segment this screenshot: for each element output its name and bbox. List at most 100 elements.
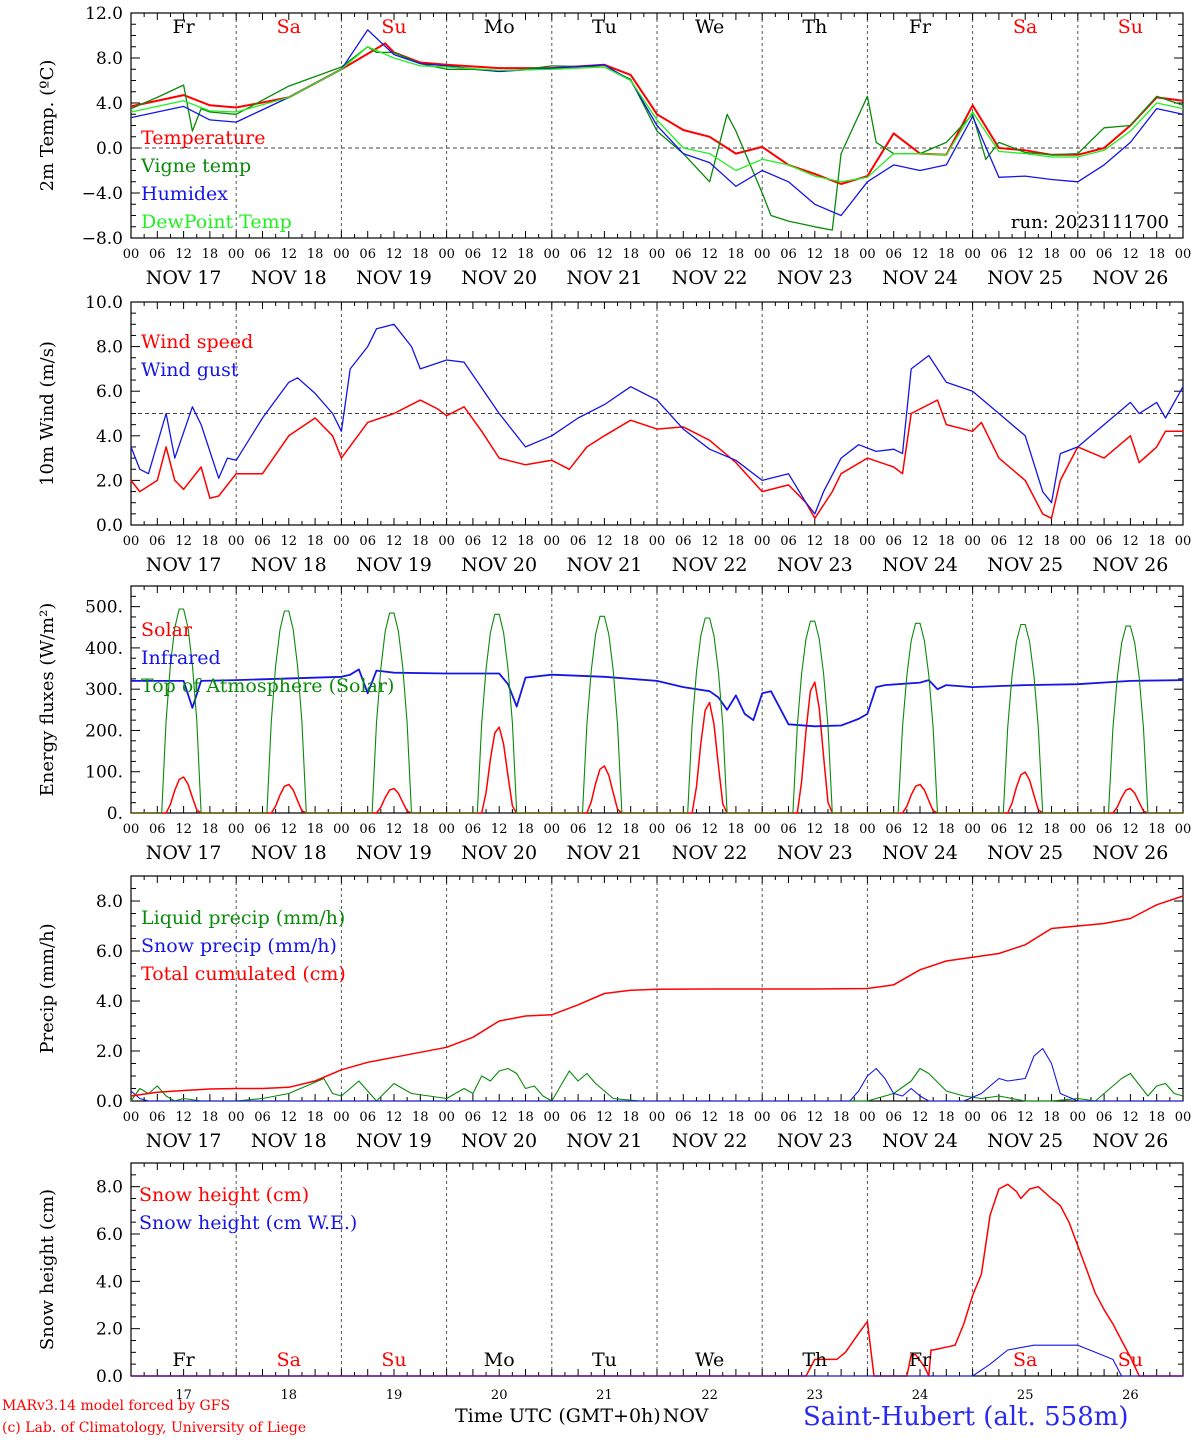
date-label: NOV 17 <box>146 1130 222 1152</box>
date-label: NOV 18 <box>251 267 327 289</box>
y-tick-label: 8.0 <box>96 1178 123 1198</box>
day-abbr: Sa <box>277 16 301 38</box>
hour-tick-label: 06 <box>465 247 482 262</box>
legend-item: Wind speed <box>141 331 253 353</box>
y-axis-label: Snow height (cm) <box>37 1189 58 1350</box>
station-title: Saint-Hubert (alt. 558m) <box>803 1402 1129 1432</box>
y-tick-label: 6.0 <box>96 942 123 962</box>
day-abbr: Mo <box>484 16 515 38</box>
date-label: NOV 18 <box>251 1130 327 1152</box>
hour-tick-label: 18 <box>307 534 324 549</box>
y-tick-label: 0.0 <box>96 1367 123 1387</box>
y-tick-label: 10.0 <box>85 293 123 313</box>
hour-tick-label: 12 <box>1122 247 1139 262</box>
lab-credit: (c) Lab. of Climatology, University of L… <box>2 1420 307 1436</box>
y-tick-label: 4.0 <box>96 992 123 1012</box>
legend-item: Snow height (cm W.E.) <box>139 1212 357 1234</box>
hour-tick-label: 18 <box>938 1110 955 1125</box>
date-label: NOV 17 <box>146 554 222 576</box>
series-line-snow-height-cm- <box>131 1183 1183 1377</box>
day-abbr: Fr <box>909 1349 932 1371</box>
hour-tick-label: 00 <box>649 1110 666 1125</box>
hour-tick-label: 12 <box>491 534 508 549</box>
hour-tick-label: 06 <box>675 534 692 549</box>
hour-tick-label: 06 <box>991 247 1008 262</box>
y-axis-label: Precip (mm/h) <box>37 923 58 1053</box>
hour-tick-label: 18 <box>1043 247 1060 262</box>
y-tick-label: 0.0 <box>96 1092 123 1112</box>
series-line-liquid-precip-mm-h- <box>130 1067 1184 1102</box>
hour-tick-label: 18 <box>728 534 745 549</box>
hour-tick-label: 18 <box>938 534 955 549</box>
hour-tick-label: 18 <box>412 247 429 262</box>
date-label: NOV 26 <box>1092 1130 1168 1152</box>
day-abbr: Tu <box>592 16 617 38</box>
series-line-dewpoint-temp <box>130 46 1184 183</box>
hour-tick-label: 00 <box>123 534 140 549</box>
day-abbr: Su <box>381 1349 406 1371</box>
date-label: NOV 25 <box>987 1130 1063 1152</box>
date-label: NOV 22 <box>672 842 748 864</box>
hour-tick-label: 00 <box>228 247 245 262</box>
y-tick-label: 300. <box>85 680 123 700</box>
day-abbr: Tu <box>592 1349 617 1371</box>
hour-tick-label: 06 <box>1096 534 1113 549</box>
hour-tick-label: 12 <box>596 534 613 549</box>
series-line-top-of-atmosphere-solar- <box>131 608 1183 814</box>
day-number: 25 <box>1017 1388 1034 1403</box>
hour-tick-label: 18 <box>833 1110 850 1125</box>
hour-tick-label: 12 <box>386 1110 403 1125</box>
month-label: NOV <box>662 1405 709 1427</box>
hour-tick-label: 00 <box>228 1110 245 1125</box>
hour-tick-label: 18 <box>938 822 955 837</box>
hour-tick-label: 18 <box>833 247 850 262</box>
hour-tick-label: 00 <box>649 822 666 837</box>
hour-tick-label: 12 <box>386 247 403 262</box>
series-line-vigne-temp <box>130 46 1184 231</box>
hour-tick-label: 06 <box>149 247 166 262</box>
hour-tick-label: 18 <box>622 822 639 837</box>
hour-tick-label: 12 <box>596 822 613 837</box>
hour-tick-label: 00 <box>649 534 666 549</box>
hour-tick-label: 18 <box>517 822 534 837</box>
hour-tick-label: 06 <box>359 247 376 262</box>
hour-tick-label: 06 <box>885 1110 902 1125</box>
hour-tick-label: 18 <box>833 822 850 837</box>
date-label: NOV 24 <box>882 267 958 289</box>
legend-item: Top of Atmosphere (Solar) <box>141 675 394 697</box>
hour-tick-label: 18 <box>938 247 955 262</box>
hour-tick-label: 00 <box>123 822 140 837</box>
hour-tick-label: 00 <box>964 822 981 837</box>
y-tick-label: 0. <box>107 804 123 824</box>
hour-tick-label: 00 <box>859 822 876 837</box>
legend-item: Infrared <box>141 647 221 669</box>
hour-tick-label: 12 <box>701 534 718 549</box>
hour-tick-label: 06 <box>991 534 1008 549</box>
date-label: NOV 24 <box>882 842 958 864</box>
day-abbr: Mo <box>484 1349 515 1371</box>
run-label: run: 2023111700 <box>1011 212 1169 233</box>
y-axis-label: Energy fluxes (W/m²) <box>37 603 58 797</box>
date-label: NOV 21 <box>566 554 642 576</box>
hour-tick-label: 18 <box>622 247 639 262</box>
hour-tick-label: 18 <box>412 822 429 837</box>
hour-tick-label: 06 <box>254 534 271 549</box>
day-abbr: Su <box>381 16 406 38</box>
y-tick-label: −4.0 <box>82 184 123 204</box>
hour-tick-label: 00 <box>123 247 140 262</box>
hour-tick-label: 00 <box>123 1110 140 1125</box>
date-label: NOV 24 <box>882 554 958 576</box>
legend-item: Solar <box>141 619 193 641</box>
hour-tick-label: 06 <box>675 822 692 837</box>
hour-tick-label: 12 <box>912 247 929 262</box>
hour-tick-label: 00 <box>228 534 245 549</box>
date-label: NOV 25 <box>987 267 1063 289</box>
day-number: 23 <box>807 1388 824 1403</box>
hour-tick-label: 06 <box>1096 247 1113 262</box>
series-line-wind-speed <box>130 399 1183 520</box>
series-line-infrared <box>131 668 1184 728</box>
hour-tick-label: 12 <box>491 247 508 262</box>
date-label: NOV 19 <box>356 842 432 864</box>
date-label: NOV 22 <box>672 1130 748 1152</box>
